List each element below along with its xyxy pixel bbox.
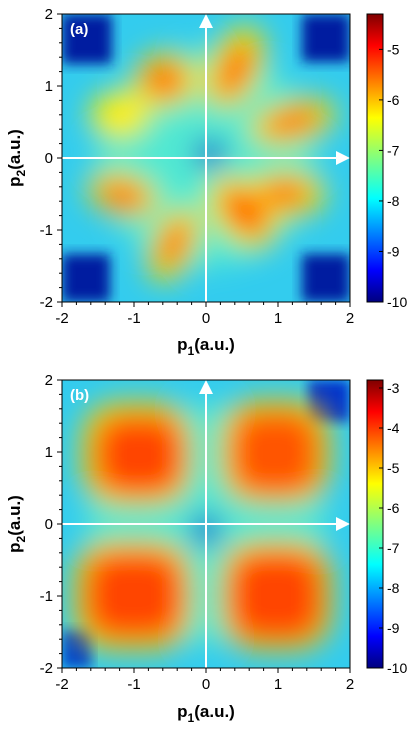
heatmap-a bbox=[61, 13, 351, 303]
x-tick-label-b: -1 bbox=[127, 676, 140, 693]
x-tick-label-b: 1 bbox=[274, 676, 282, 693]
colorbar-a: -5 -6 -7 -8 -9 -10 bbox=[366, 13, 407, 310]
axis-ticks-a: -2 -1 0 1 2 -2 -1 0 1 2 bbox=[40, 6, 355, 327]
y-axis-label-b: p2(a.u.) bbox=[5, 495, 28, 553]
colorbar-tick-label-b: -3 bbox=[387, 380, 400, 396]
heatmap-b bbox=[61, 379, 351, 669]
x-tick-label-b: -2 bbox=[55, 676, 68, 693]
y-tick-label-b: -1 bbox=[40, 588, 53, 605]
panel-label-a: (a) bbox=[70, 21, 88, 38]
y-tick-label-a: -2 bbox=[40, 294, 53, 311]
colorbar-tick-label-b: -4 bbox=[387, 420, 400, 436]
x-tick-label-b: 0 bbox=[202, 676, 210, 693]
y-tick-label-b: 0 bbox=[45, 516, 53, 533]
y-tick-label-a: 1 bbox=[45, 78, 53, 95]
colorbar-tick-label-b: -9 bbox=[387, 620, 400, 636]
colorbar-tick-label-b: -6 bbox=[387, 500, 400, 516]
x-tick-label-a: -2 bbox=[55, 310, 68, 327]
x-tick-label-b: 2 bbox=[346, 676, 354, 693]
colorbar-tick-label-b: -8 bbox=[387, 580, 400, 596]
colorbar-tick-label-a: -5 bbox=[387, 41, 400, 57]
x-axis-label-a: p1(a.u.) bbox=[177, 335, 235, 358]
y-tick-label-a: -1 bbox=[40, 222, 53, 239]
x-tick-label-a: 1 bbox=[274, 310, 282, 327]
colorbar-ticks-b: -3 -4 -5 -6 -7 -8 -9 -10 bbox=[379, 380, 407, 676]
colorbar-tick-label-a: -9 bbox=[387, 243, 400, 259]
x-tick-label-a: 0 bbox=[202, 310, 210, 327]
axis-arrows-a bbox=[62, 14, 350, 302]
y-tick-label-a: 2 bbox=[45, 6, 53, 23]
axis-arrows-b bbox=[62, 380, 350, 668]
colorbar-tick-label-b: -7 bbox=[387, 540, 400, 556]
y-tick-label-b: -2 bbox=[40, 660, 53, 677]
panel-label-b: (b) bbox=[70, 387, 89, 404]
x-axis-label-b: p1(a.u.) bbox=[177, 702, 235, 725]
axis-ticks-b: -2 -1 0 1 2 -2 -1 0 1 2 bbox=[40, 372, 355, 693]
y-axis-label-a: p2(a.u.) bbox=[5, 129, 28, 187]
colorbar-ticks-a: -5 -6 -7 -8 -9 -10 bbox=[379, 41, 407, 310]
y-tick-label-b: 2 bbox=[45, 372, 53, 389]
colorbar-tick-label-a: -6 bbox=[387, 92, 400, 108]
colorbar-b: -3 -4 -5 -6 -7 -8 -9 -10 bbox=[366, 379, 407, 676]
x-tick-label-a: 2 bbox=[346, 310, 354, 327]
colorbar-tick-label-a: -8 bbox=[387, 193, 400, 209]
y-tick-label-b: 1 bbox=[45, 444, 53, 461]
x-tick-label-a: -1 bbox=[127, 310, 140, 327]
colorbar-tick-label-a: -10 bbox=[387, 294, 407, 310]
y-tick-label-a: 0 bbox=[45, 150, 53, 167]
colorbar-tick-label-b: -5 bbox=[387, 460, 400, 476]
colorbar-tick-label-a: -7 bbox=[387, 142, 400, 158]
colorbar-tick-label-b: -10 bbox=[387, 660, 407, 676]
